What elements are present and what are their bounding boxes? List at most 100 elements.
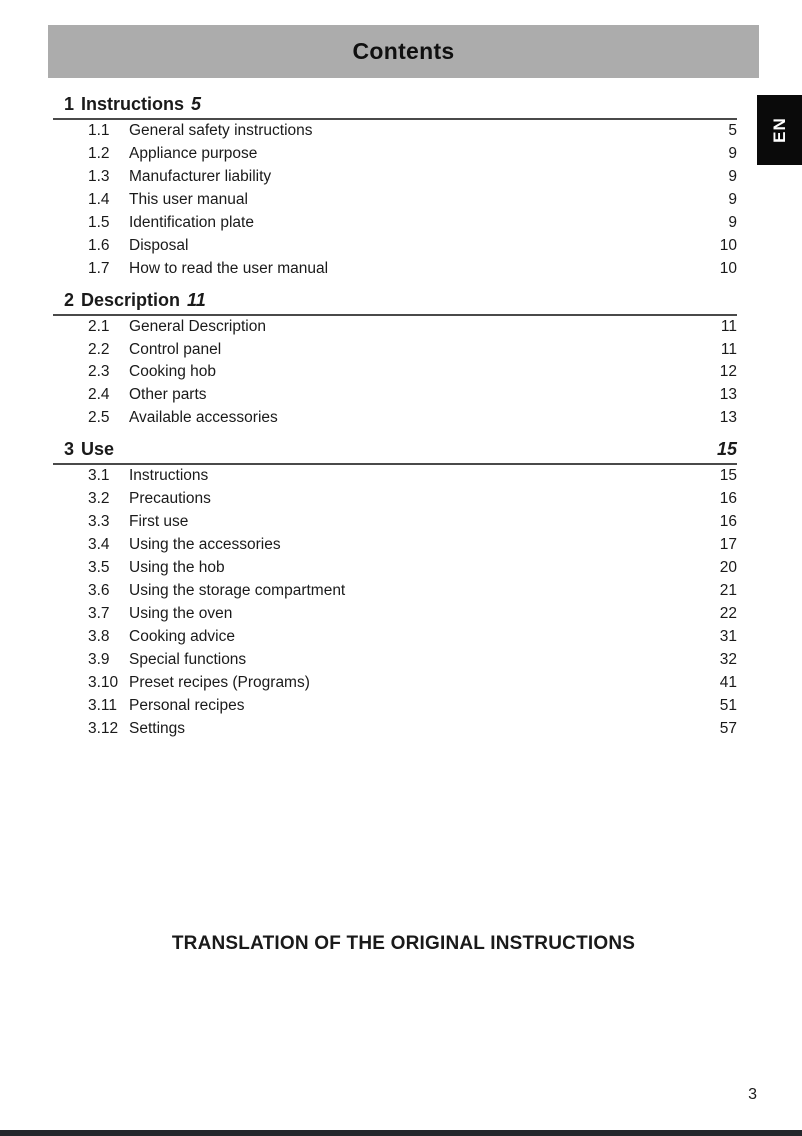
entry-page: 21 [719, 581, 737, 599]
entry-page: 51 [719, 696, 737, 714]
toc-entry: 3.12 Settings 57 [53, 718, 737, 741]
toc-entry: 3.1 Instructions 15 [53, 465, 737, 488]
toc-entry: 1.6 Disposal 10 [53, 235, 737, 258]
toc-entry: 3.8 Cooking advice 31 [53, 626, 737, 649]
toc-section: 2 Description 11 2.1 General Description… [53, 290, 737, 431]
entry-page: 16 [719, 513, 737, 531]
entry-page: 10 [719, 259, 737, 277]
entry-number: 1.2 [88, 144, 110, 162]
toc-entry: 1.3 Manufacturer liability 9 [53, 166, 737, 189]
entry-number: 1.6 [88, 236, 110, 254]
table-of-contents: 1 Instructions 5 1.1 General safety inst… [53, 94, 737, 750]
section-items: 1.1 General safety instructions 5 1.2 Ap… [53, 120, 737, 281]
entry-number: 3.1 [88, 467, 110, 485]
section-number: 1 [64, 94, 75, 114]
entry-number: 3.12 [88, 719, 119, 737]
entry-number: 1.1 [88, 122, 110, 139]
entry-title: Instructions [129, 467, 209, 485]
translation-note: TRANSLATION OF THE ORIGINAL INSTRUCTIONS [171, 933, 636, 954]
toc-entry: 2.1 General Description 11 [53, 316, 737, 339]
section-rule [53, 118, 737, 120]
toc-entry: 2.2 Control panel 11 [53, 339, 737, 362]
section-heading: 3 Use 15 [53, 439, 737, 460]
section-title: Description [81, 289, 181, 310]
entry-page: 16 [719, 490, 737, 508]
toc-entry: 1.5 Identification plate 9 [53, 212, 737, 235]
entry-number: 3.11 [88, 696, 118, 714]
section-rule [53, 313, 737, 316]
toc-section: 1 Instructions 5 1.1 General safety inst… [53, 94, 737, 281]
toc-entry: 1.7 How to read the user manual 10 [53, 258, 737, 281]
entry-page: 9 [728, 144, 737, 162]
contents-header-bar: Contents [48, 25, 759, 78]
entry-title: General safety instructions [129, 122, 313, 139]
toc-entry: 3.11 Personal recipes 51 [53, 695, 737, 718]
entry-page: 12 [719, 363, 737, 381]
entry-number: 3.9 [88, 650, 110, 668]
entry-title: Using the oven [129, 604, 233, 622]
entry-number: 2.5 [88, 409, 110, 427]
entry-title: Manufacturer liability [129, 167, 272, 185]
entry-page: 9 [728, 190, 737, 208]
toc-section: 3 Use 15 3.1 Instructions 15 3.2 Precaut… [53, 439, 737, 740]
section-heading: 2 Description 11 [53, 290, 737, 311]
entry-number: 3.8 [88, 627, 110, 645]
entry-title: Other parts [129, 386, 207, 404]
toc-entry: 3.7 Using the oven 22 [53, 603, 737, 626]
entry-page: 5 [728, 122, 737, 139]
entry-page: 15 [719, 467, 737, 485]
entry-page: 31 [719, 627, 737, 645]
section-heading: 1 Instructions 5 [53, 94, 737, 115]
entry-title: Special functions [129, 650, 247, 668]
bottom-bar [0, 1130, 802, 1136]
entry-page: 13 [719, 409, 737, 427]
toc-entry: 1.4 This user manual 9 [53, 189, 737, 212]
page-title: Contents [352, 38, 455, 64]
entry-number: 1.3 [88, 167, 110, 185]
section-title: Use [81, 439, 115, 460]
entry-page: 32 [719, 650, 737, 668]
entry-title: Control panel [129, 340, 222, 358]
entry-title: Using the hob [129, 559, 225, 576]
language-tab: EN [757, 95, 802, 165]
entry-number: 3.3 [88, 513, 110, 531]
entry-number: 2.4 [88, 386, 110, 404]
toc-entry: 3.5 Using the hob 20 [53, 557, 737, 580]
toc-entry: 3.10 Preset recipes (Programs) 41 [53, 672, 737, 695]
entry-page: 22 [719, 604, 737, 622]
entry-number: 2.3 [88, 363, 110, 381]
entry-title: Disposal [129, 236, 189, 254]
entry-number: 3.4 [88, 536, 110, 554]
entry-page: 41 [719, 673, 737, 691]
entry-page: 11 [720, 340, 737, 358]
toc-entry: 3.3 First use 16 [53, 511, 737, 534]
section-number: 2 [64, 289, 75, 310]
entry-title: Cooking hob [129, 363, 217, 381]
entry-title: Cooking advice [129, 627, 235, 645]
entry-page: 10 [719, 236, 737, 254]
entry-number: 2.1 [88, 317, 110, 335]
entry-number: 2.2 [88, 340, 110, 358]
toc-entry: 2.4 Other parts 13 [53, 384, 737, 407]
entry-page: 13 [719, 386, 737, 404]
toc-entry: 2.3 Cooking hob 12 [53, 361, 737, 384]
entry-page: 11 [720, 317, 737, 335]
page-number: 3 [748, 1086, 757, 1103]
entry-page: 57 [719, 719, 737, 737]
section-rule [53, 463, 737, 466]
entry-number: 1.7 [88, 259, 110, 277]
entry-number: 3.6 [88, 581, 110, 599]
language-tab-label: EN [769, 117, 789, 143]
toc-entry: 3.2 Precautions 16 [53, 488, 737, 511]
entry-title: How to read the user manual [129, 259, 329, 277]
section-page: 5 [191, 94, 202, 114]
section-number: 3 [64, 439, 75, 460]
entry-page: 17 [719, 536, 737, 554]
entry-number: 3.5 [88, 559, 110, 576]
entry-title: Preset recipes (Programs) [129, 673, 310, 691]
entry-number: 1.5 [88, 213, 110, 231]
entry-title: First use [129, 513, 189, 531]
entry-title: Available accessories [129, 409, 278, 427]
entry-title: General Description [129, 317, 266, 335]
